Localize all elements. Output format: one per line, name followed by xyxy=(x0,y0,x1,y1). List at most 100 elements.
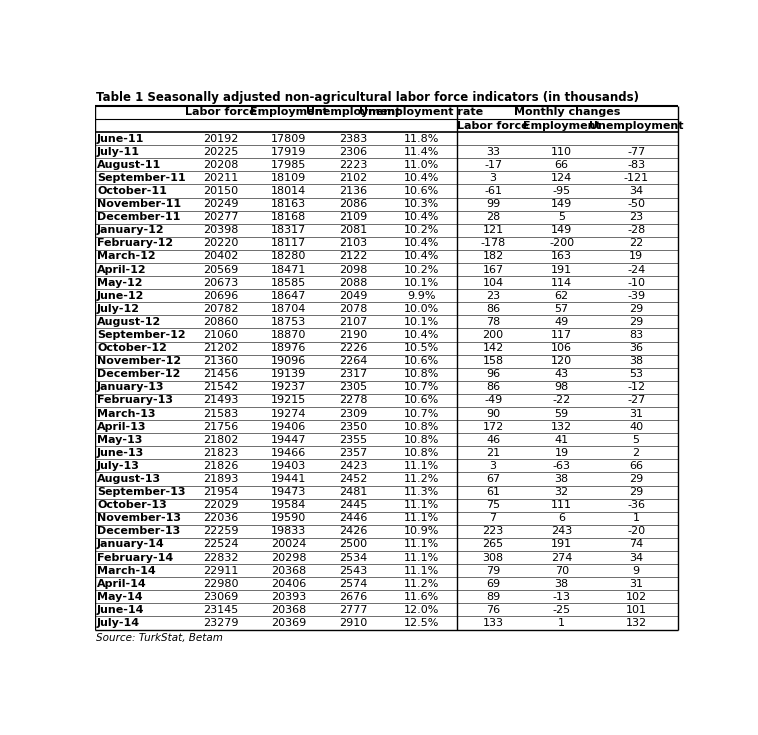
Text: 11.1%: 11.1% xyxy=(404,539,439,550)
Text: 53: 53 xyxy=(629,369,643,379)
Text: 10.1%: 10.1% xyxy=(404,317,439,327)
Text: 11.1%: 11.1% xyxy=(404,553,439,562)
Text: August-11: August-11 xyxy=(97,159,161,170)
Text: 2452: 2452 xyxy=(340,474,368,484)
Text: -24: -24 xyxy=(627,265,645,275)
Text: 110: 110 xyxy=(551,147,572,157)
Text: 18647: 18647 xyxy=(271,291,306,301)
Text: 2445: 2445 xyxy=(340,500,368,510)
Text: -27: -27 xyxy=(627,395,645,406)
Text: 20277: 20277 xyxy=(203,212,239,222)
Text: January-12: January-12 xyxy=(97,225,164,235)
Text: 41: 41 xyxy=(555,434,568,445)
Text: Employment: Employment xyxy=(250,107,327,118)
Text: August-13: August-13 xyxy=(97,474,161,484)
Text: 101: 101 xyxy=(625,605,647,615)
Text: 12.0%: 12.0% xyxy=(404,605,439,615)
Text: 17809: 17809 xyxy=(271,134,306,143)
Text: 10.7%: 10.7% xyxy=(404,382,439,392)
Text: -13: -13 xyxy=(553,592,571,602)
Text: 49: 49 xyxy=(555,317,568,327)
Text: 172: 172 xyxy=(483,422,504,431)
Text: 34: 34 xyxy=(629,186,643,196)
Text: 104: 104 xyxy=(483,278,503,287)
Text: 20393: 20393 xyxy=(271,592,306,602)
Text: 2086: 2086 xyxy=(340,199,368,209)
Text: -12: -12 xyxy=(627,382,645,392)
Text: 38: 38 xyxy=(555,474,568,484)
Text: 2109: 2109 xyxy=(340,212,368,222)
Text: 22: 22 xyxy=(629,238,644,248)
Text: 11.2%: 11.2% xyxy=(404,474,439,484)
Text: November-11: November-11 xyxy=(97,199,181,209)
Text: 1: 1 xyxy=(558,618,565,628)
Text: 17919: 17919 xyxy=(271,147,306,157)
Text: March-13: March-13 xyxy=(97,409,155,418)
Text: October-12: October-12 xyxy=(97,343,167,353)
Text: June-12: June-12 xyxy=(97,291,145,301)
Text: 20225: 20225 xyxy=(203,147,239,157)
Text: 29: 29 xyxy=(629,474,644,484)
Text: 18163: 18163 xyxy=(271,199,306,209)
Text: 19403: 19403 xyxy=(271,461,306,471)
Text: 10.9%: 10.9% xyxy=(404,526,439,537)
Text: 40: 40 xyxy=(629,422,643,431)
Text: 11.4%: 11.4% xyxy=(404,147,439,157)
Text: 21583: 21583 xyxy=(203,409,239,418)
Text: 90: 90 xyxy=(486,409,500,418)
Text: 19466: 19466 xyxy=(271,448,306,458)
Text: 11.1%: 11.1% xyxy=(404,513,439,523)
Text: 21802: 21802 xyxy=(203,434,239,445)
Text: 23: 23 xyxy=(486,291,500,301)
Text: 18014: 18014 xyxy=(271,186,306,196)
Text: 10.4%: 10.4% xyxy=(404,238,439,248)
Text: 21542: 21542 xyxy=(203,382,239,392)
Text: July-12: July-12 xyxy=(97,304,140,314)
Text: 23069: 23069 xyxy=(203,592,239,602)
Text: Table 1 Seasonally adjusted non-agricultural labor force indicators (in thousand: Table 1 Seasonally adjusted non-agricult… xyxy=(96,91,639,104)
Text: Monthly changes: Monthly changes xyxy=(515,107,621,118)
Text: 2103: 2103 xyxy=(340,238,368,248)
Text: November-12: November-12 xyxy=(97,356,181,366)
Text: 1: 1 xyxy=(633,513,640,523)
Text: -61: -61 xyxy=(484,186,502,196)
Text: 29: 29 xyxy=(629,487,644,497)
Text: 21823: 21823 xyxy=(203,448,239,458)
Text: April-14: April-14 xyxy=(97,578,147,589)
Text: 22832: 22832 xyxy=(203,553,239,562)
Text: July-14: July-14 xyxy=(97,618,140,628)
Text: Labor force: Labor force xyxy=(457,121,529,131)
Text: June-13: June-13 xyxy=(97,448,144,458)
Text: 10.6%: 10.6% xyxy=(404,186,439,196)
Text: 19473: 19473 xyxy=(271,487,306,497)
Text: 10.7%: 10.7% xyxy=(404,409,439,418)
Text: 2317: 2317 xyxy=(340,369,368,379)
Text: 21826: 21826 xyxy=(203,461,239,471)
Text: 18280: 18280 xyxy=(271,251,306,262)
Text: September-12: September-12 xyxy=(97,330,186,340)
Text: -22: -22 xyxy=(553,395,571,406)
Text: 22524: 22524 xyxy=(203,539,239,550)
Text: June-14: June-14 xyxy=(97,605,145,615)
Text: 76: 76 xyxy=(486,605,500,615)
Text: 21456: 21456 xyxy=(203,369,239,379)
Text: 19215: 19215 xyxy=(271,395,306,406)
Text: February-13: February-13 xyxy=(97,395,173,406)
Text: 19274: 19274 xyxy=(271,409,307,418)
Text: Unemployment: Unemployment xyxy=(306,107,401,118)
Text: 28: 28 xyxy=(486,212,500,222)
Text: 2226: 2226 xyxy=(340,343,368,353)
Text: 111: 111 xyxy=(551,500,572,510)
Text: 21360: 21360 xyxy=(203,356,239,366)
Text: 102: 102 xyxy=(625,592,647,602)
Text: 2098: 2098 xyxy=(340,265,368,275)
Text: 18976: 18976 xyxy=(271,343,306,353)
Text: 20569: 20569 xyxy=(203,265,239,275)
Text: 223: 223 xyxy=(483,526,504,537)
Text: 20402: 20402 xyxy=(203,251,239,262)
Text: 11.6%: 11.6% xyxy=(404,592,439,602)
Text: Unemployment rate: Unemployment rate xyxy=(359,107,484,118)
Text: 243: 243 xyxy=(551,526,572,537)
Text: 132: 132 xyxy=(551,422,572,431)
Text: 10.6%: 10.6% xyxy=(404,395,439,406)
